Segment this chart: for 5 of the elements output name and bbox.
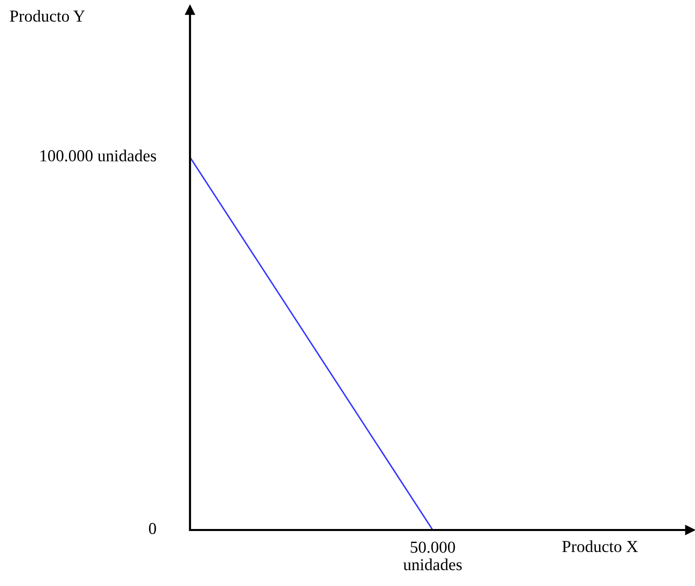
text: Producto Y — [10, 10, 85, 22]
text: 50.000 unidades — [403, 542, 462, 570]
x-axis-title: Producto X — [562, 540, 638, 552]
text: 0 — [148, 522, 156, 534]
text: 100.000 unidades — [40, 150, 156, 162]
